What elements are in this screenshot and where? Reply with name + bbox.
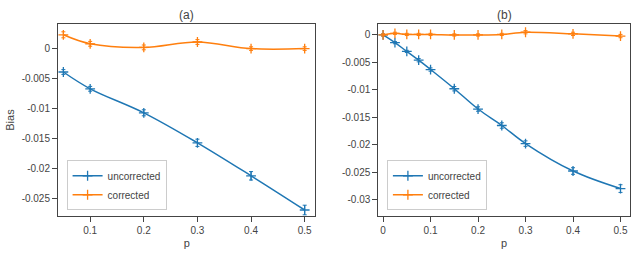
svg-text:-0.01: -0.01 [27,103,50,114]
svg-text:-0.01: -0.01 [348,84,371,95]
svg-text:corrected: corrected [428,190,470,201]
svg-text:-0.015: -0.015 [22,133,51,144]
svg-text:-0.02: -0.02 [348,139,371,150]
svg-text:-0.015: -0.015 [342,112,371,123]
svg-text:0.1: 0.1 [83,225,97,236]
svg-text:-0.005: -0.005 [342,57,371,68]
svg-text:0: 0 [365,29,371,40]
svg-text:uncorrected: uncorrected [108,171,161,182]
svg-text:0.2: 0.2 [137,225,151,236]
svg-text:0.1: 0.1 [424,225,438,236]
svg-text:0.3: 0.3 [519,225,533,236]
svg-text:uncorrected: uncorrected [428,171,481,182]
svg-text:(b): (b) [497,8,512,22]
svg-text:-0.03: -0.03 [348,194,371,205]
svg-text:-0.005: -0.005 [22,73,51,84]
svg-text:-0.025: -0.025 [22,193,51,204]
svg-text:-0.025: -0.025 [342,167,371,178]
svg-text:0.4: 0.4 [566,225,580,236]
svg-text:0: 0 [380,225,386,236]
svg-text:0.2: 0.2 [471,225,485,236]
svg-text:0.4: 0.4 [244,225,258,236]
svg-text:-0.02: -0.02 [27,163,50,174]
svg-text:corrected: corrected [108,190,150,201]
svg-text:0: 0 [44,43,50,54]
svg-text:(a): (a) [179,8,194,22]
svg-text:0.5: 0.5 [298,225,312,236]
svg-text:0.5: 0.5 [614,225,628,236]
svg-text:Bias: Bias [4,109,16,131]
svg-text:p: p [501,237,507,249]
svg-text:p: p [184,237,190,249]
svg-text:0.3: 0.3 [190,225,204,236]
